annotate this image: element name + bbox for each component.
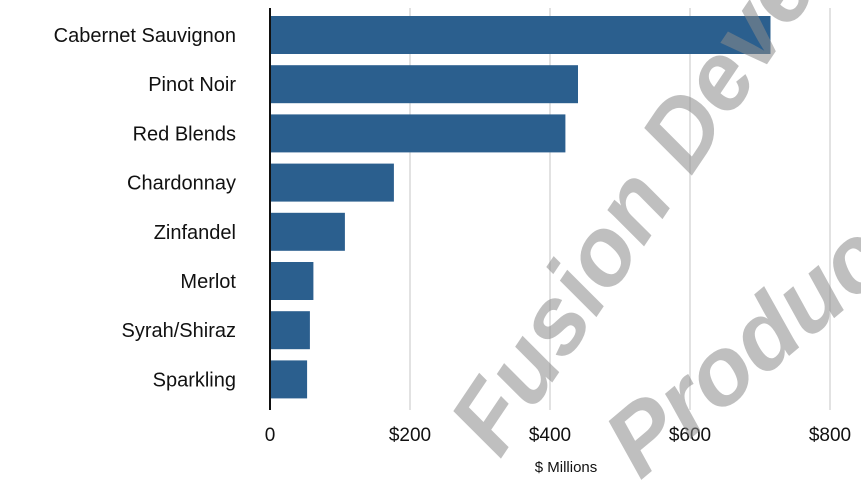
bars (270, 16, 771, 399)
bar (270, 212, 345, 251)
bar (270, 65, 578, 104)
category-label: Zinfandel (154, 222, 236, 244)
bar (270, 114, 566, 153)
category-label: Pinot Noir (148, 74, 236, 96)
category-label: Red Blends (133, 123, 236, 145)
category-label: Chardonnay (127, 173, 236, 195)
category-label: Cabernet Sauvignon (54, 25, 236, 47)
x-tick-label: $600 (669, 425, 711, 446)
category-label: Syrah/Shiraz (122, 320, 237, 342)
bar (270, 16, 771, 54)
x-tick-label: $400 (529, 425, 571, 446)
bar (270, 360, 308, 399)
x-axis-title: $ Millions (535, 459, 598, 476)
category-label: Merlot (180, 271, 236, 293)
category-labels: Cabernet Sauvignon Pinot Noir Red Blends Ch… (54, 25, 237, 391)
x-tick-label: $800 (809, 425, 851, 446)
x-tick-label: $200 (389, 425, 431, 446)
x-tick-label: 0 (265, 425, 276, 446)
bar (270, 163, 394, 202)
bar (270, 311, 310, 350)
category-label: Sparkling (153, 369, 236, 391)
x-tick-labels: 0 $200 $400 $600 $800 (265, 425, 851, 446)
bar (270, 262, 314, 300)
